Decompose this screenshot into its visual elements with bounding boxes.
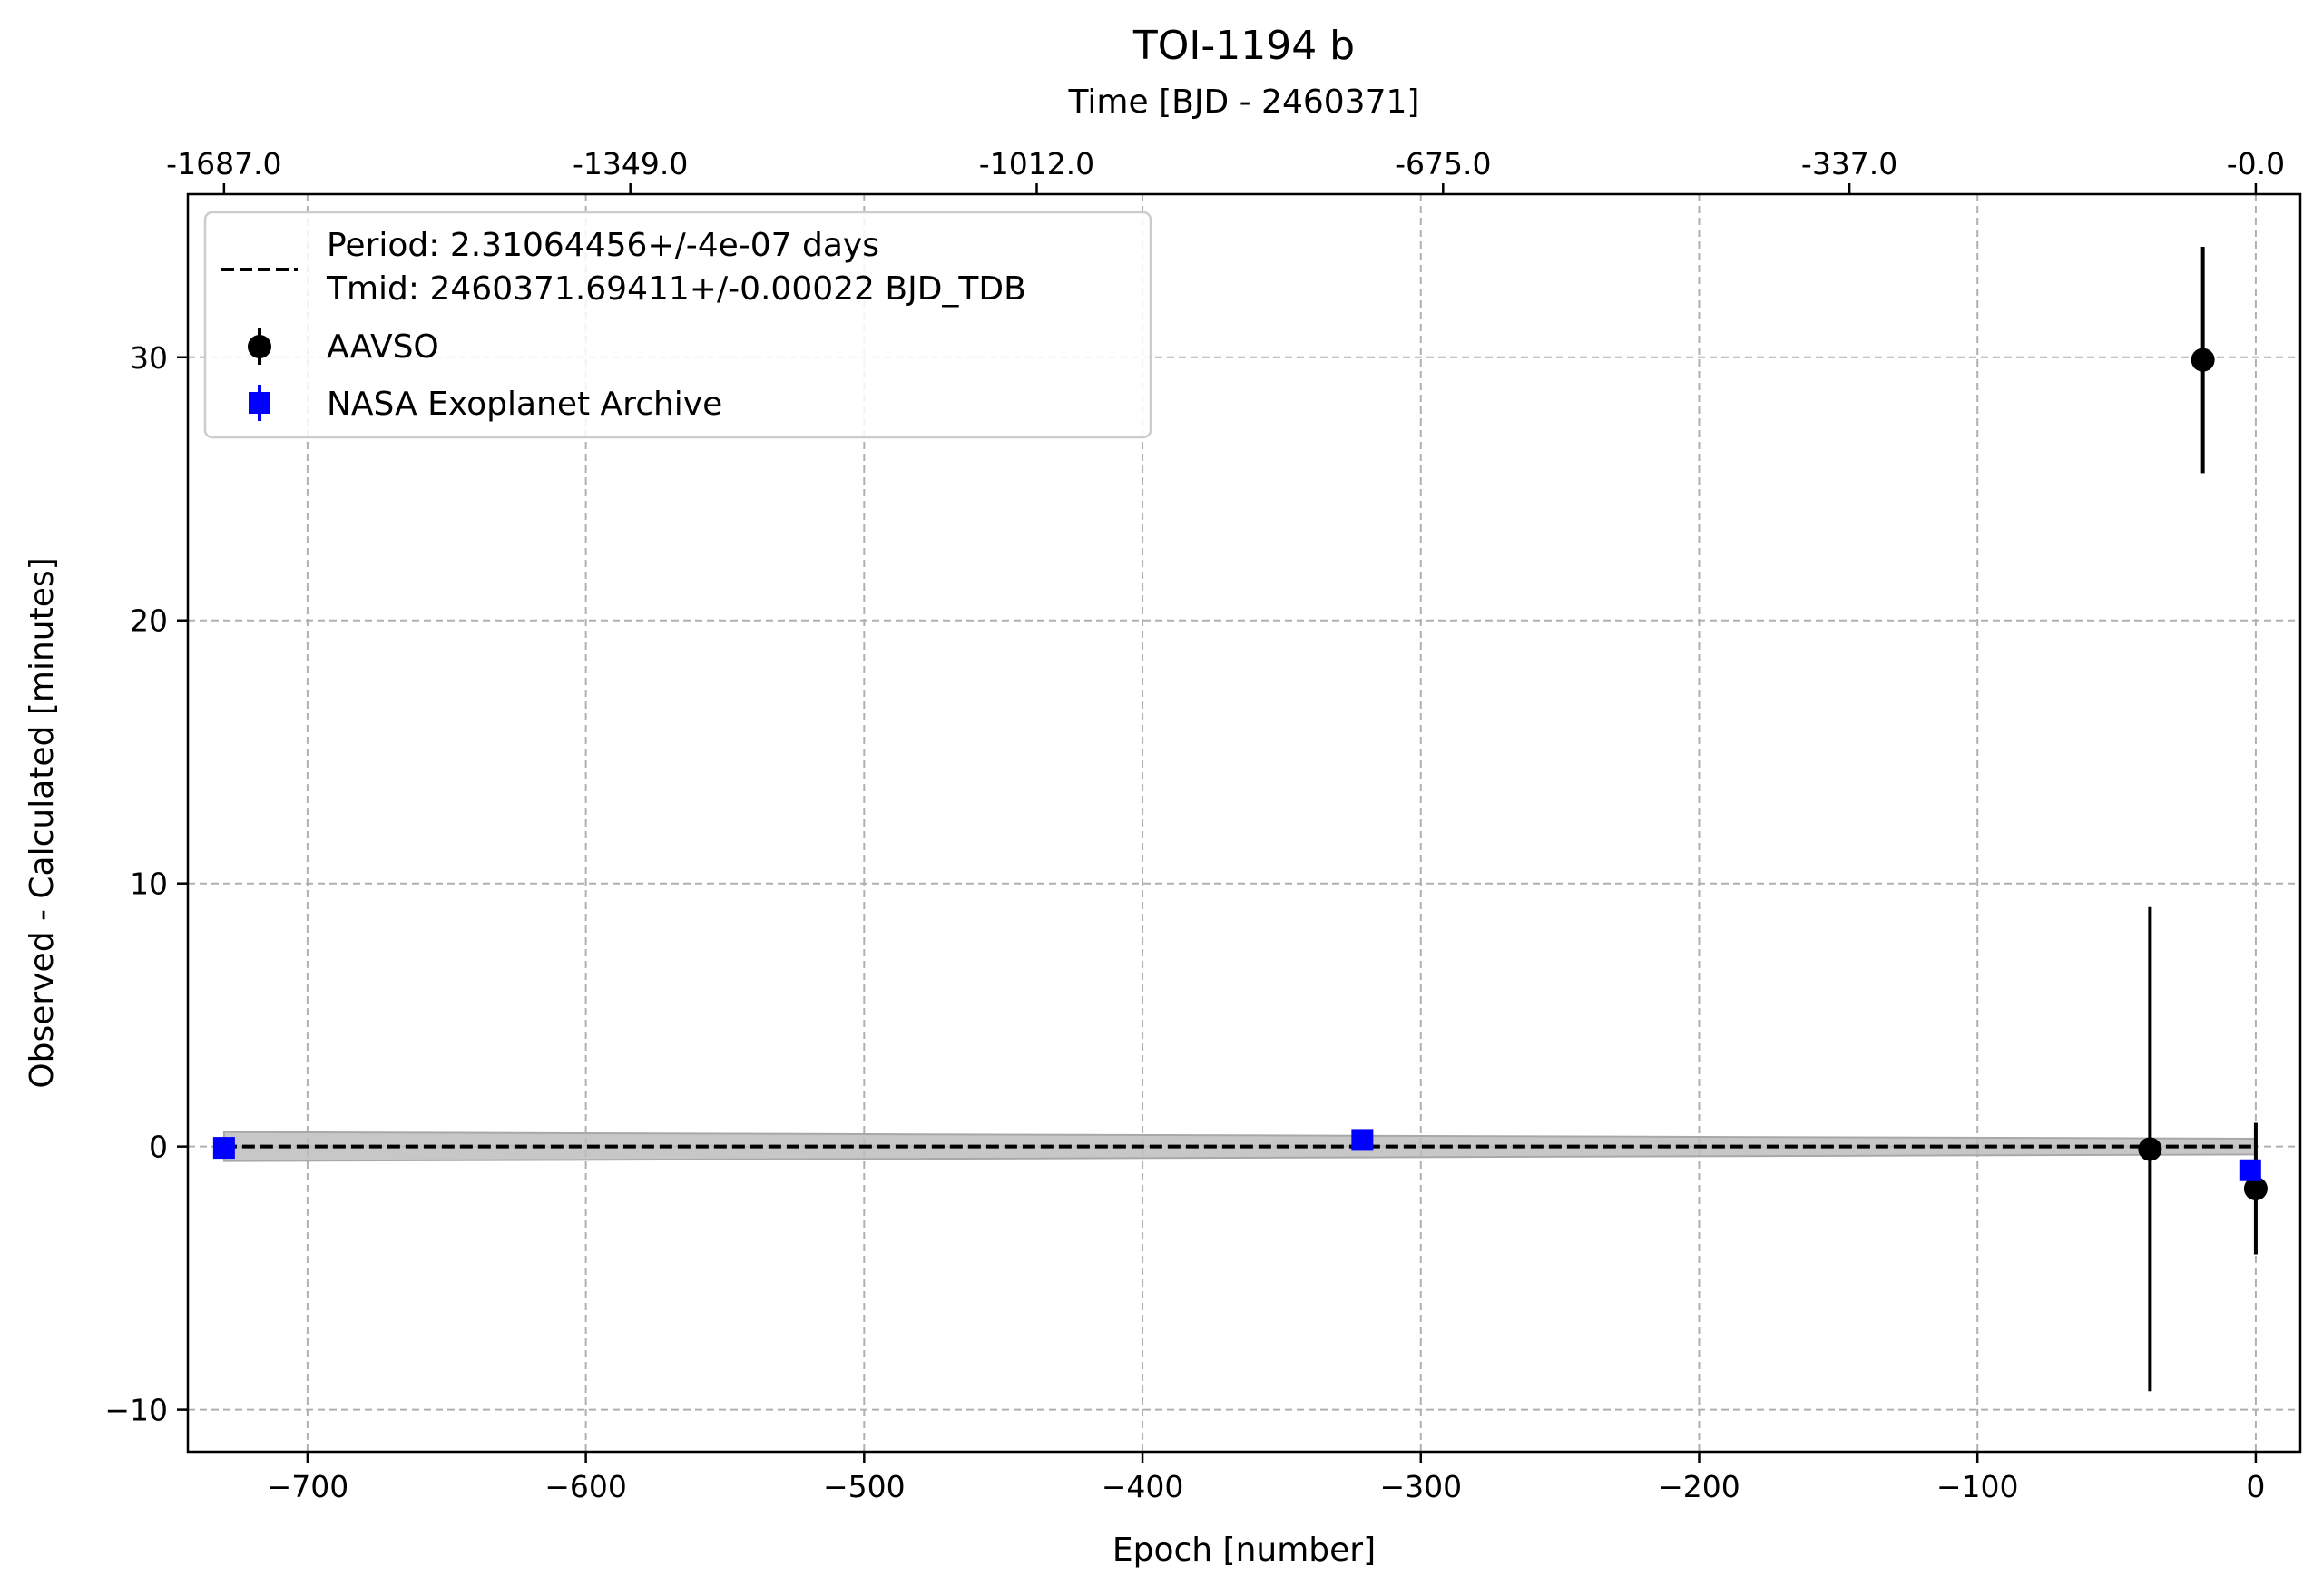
x-tick-label: −100: [1936, 1469, 2019, 1504]
aavso-point: [2191, 348, 2215, 372]
top-x-tick-label: -0.0: [2227, 146, 2285, 181]
top-x-tick-label: -1687.0: [166, 146, 281, 181]
x-tick-label: −500: [823, 1469, 906, 1504]
nasa-point: [2239, 1159, 2261, 1181]
nasa-point: [1351, 1129, 1374, 1151]
chart-title: TOI-1194 b: [1132, 23, 1355, 69]
top-x-tick-label: -337.0: [1801, 146, 1897, 181]
aavso-point: [2138, 1137, 2162, 1161]
y-axis-label: Observed - Calculated [minutes]: [24, 557, 61, 1088]
top-x-tick-label: -675.0: [1395, 146, 1491, 181]
bottom-x-ticks: −700 −600 −500 −400 −300 −200 −100 0: [267, 1452, 2265, 1504]
x-tick-label: −200: [1658, 1469, 1740, 1504]
top-x-tick-label: -1349.0: [573, 146, 688, 181]
legend-aavso-marker: [248, 335, 271, 358]
legend: Period: 2.31064456+/-4e-07 days Tmid: 24…: [203, 211, 1152, 439]
legend-fit-tmid: Tmid: 2460371.69411+/-0.00022 BJD_TDB: [326, 270, 1026, 308]
x-tick-label: −400: [1102, 1469, 1184, 1504]
y-tick-label: 30: [130, 340, 168, 376]
legend-fit-period: Period: 2.31064456+/-4e-07 days: [327, 227, 879, 264]
top-x-ticks: -1687.0 -1349.0 -1012.0 -675.0 -337.0 -0.0: [166, 146, 2285, 194]
y-tick-label: 10: [130, 867, 168, 902]
top-x-axis-label: Time [BJD - 2460371]: [1068, 83, 1420, 121]
y-tick-label: 20: [130, 603, 168, 639]
legend-box: [203, 211, 1152, 439]
y-tick-label: −10: [104, 1393, 168, 1428]
nasa-point: [212, 1137, 235, 1160]
plot-area-frame: [186, 192, 2302, 1454]
x-axis-label: Epoch [number]: [1112, 1532, 1376, 1569]
y-tick-label: 0: [149, 1130, 168, 1165]
data-points: [212, 246, 2268, 1392]
x-tick-label: −700: [267, 1469, 349, 1504]
grid: [188, 194, 2300, 1452]
x-tick-label: 0: [2246, 1469, 2265, 1504]
x-tick-label: −600: [544, 1469, 627, 1504]
legend-nasa-label: NASA Exoplanet Archive: [327, 386, 722, 423]
legend-aavso-label: AAVSO: [327, 328, 439, 366]
legend-nasa-marker: [249, 392, 270, 414]
x-tick-label: −300: [1379, 1469, 1462, 1504]
aavso-point: [2243, 1177, 2268, 1201]
top-x-tick-label: -1012.0: [979, 146, 1094, 181]
y-ticks: −10 0 10 20 30: [104, 340, 188, 1428]
